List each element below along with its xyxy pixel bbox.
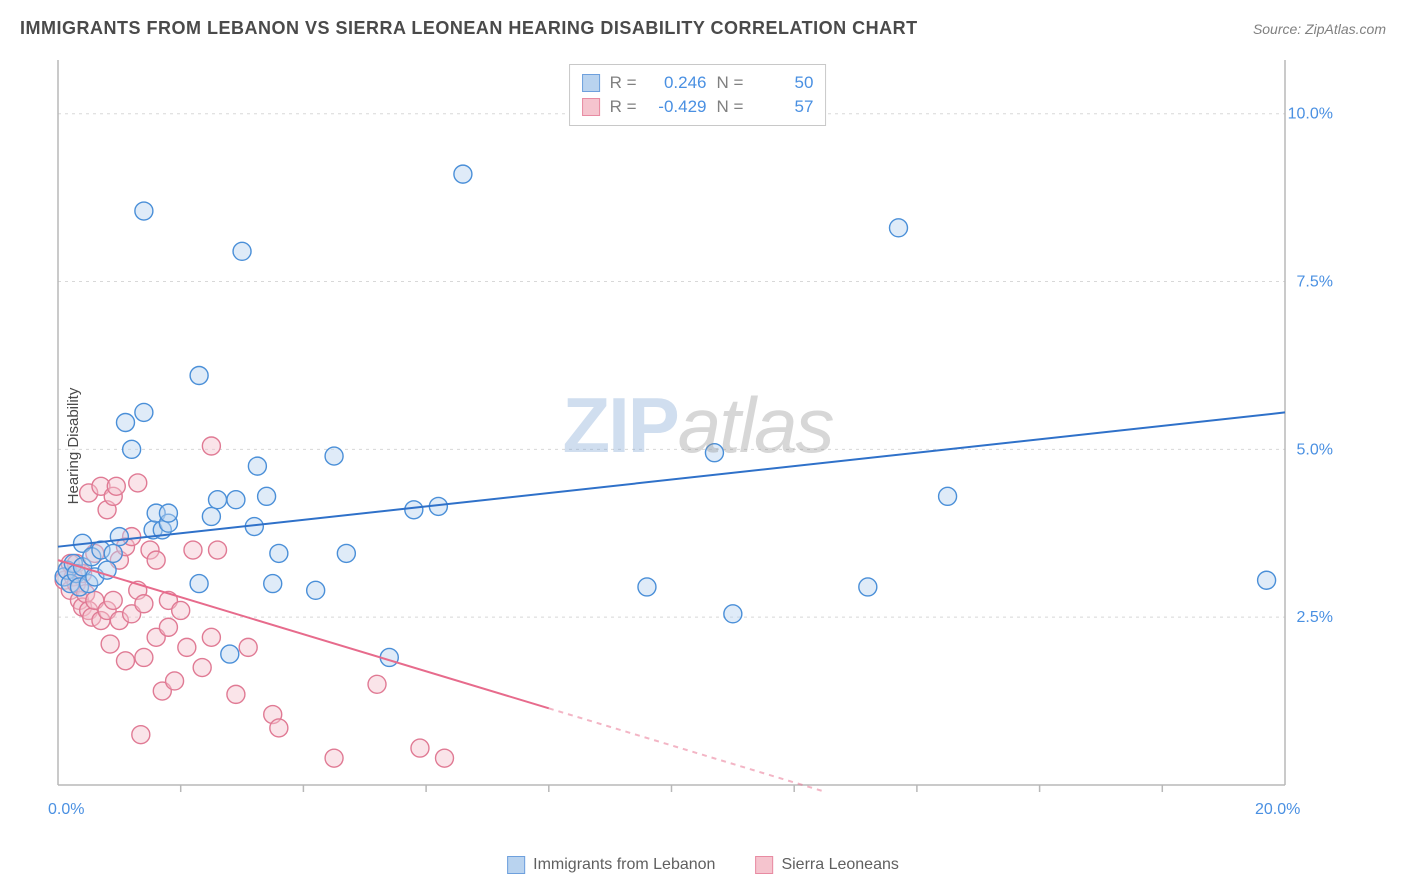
swatch-lebanon-icon bbox=[507, 856, 525, 874]
legend-item-lebanon: Immigrants from Lebanon bbox=[507, 856, 715, 874]
stats-row-lebanon: R = 0.246 N = 50 bbox=[582, 71, 814, 95]
scatter-chart-svg: 2.5% 5.0% 7.5% 10.0% bbox=[50, 60, 1345, 805]
x-axis-tick-min: 0.0% bbox=[48, 801, 84, 819]
chart-title: IMMIGRANTS FROM LEBANON VS SIERRA LEONEA… bbox=[20, 18, 918, 39]
chart-plot-area: 2.5%5.0%7.5%10.0% ZIPatlas R = 0.246 N =… bbox=[50, 60, 1345, 805]
source-attribution: Source: ZipAtlas.com bbox=[1253, 21, 1386, 37]
swatch-sierra bbox=[582, 98, 600, 116]
series-legend: Immigrants from Lebanon Sierra Leoneans bbox=[507, 856, 899, 874]
stats-legend-box: R = 0.246 N = 50 R = -0.429 N = 57 bbox=[569, 64, 827, 126]
svg-text:2.5%: 2.5% bbox=[1297, 609, 1333, 626]
stats-row-sierra: R = -0.429 N = 57 bbox=[582, 95, 814, 119]
x-axis-tick-max: 20.0% bbox=[1255, 801, 1300, 819]
svg-text:7.5%: 7.5% bbox=[1297, 274, 1333, 291]
legend-item-sierra: Sierra Leoneans bbox=[755, 856, 898, 874]
svg-text:5.0%: 5.0% bbox=[1297, 441, 1333, 458]
swatch-lebanon bbox=[582, 74, 600, 92]
svg-text:10.0%: 10.0% bbox=[1288, 106, 1333, 123]
swatch-sierra-icon bbox=[755, 856, 773, 874]
